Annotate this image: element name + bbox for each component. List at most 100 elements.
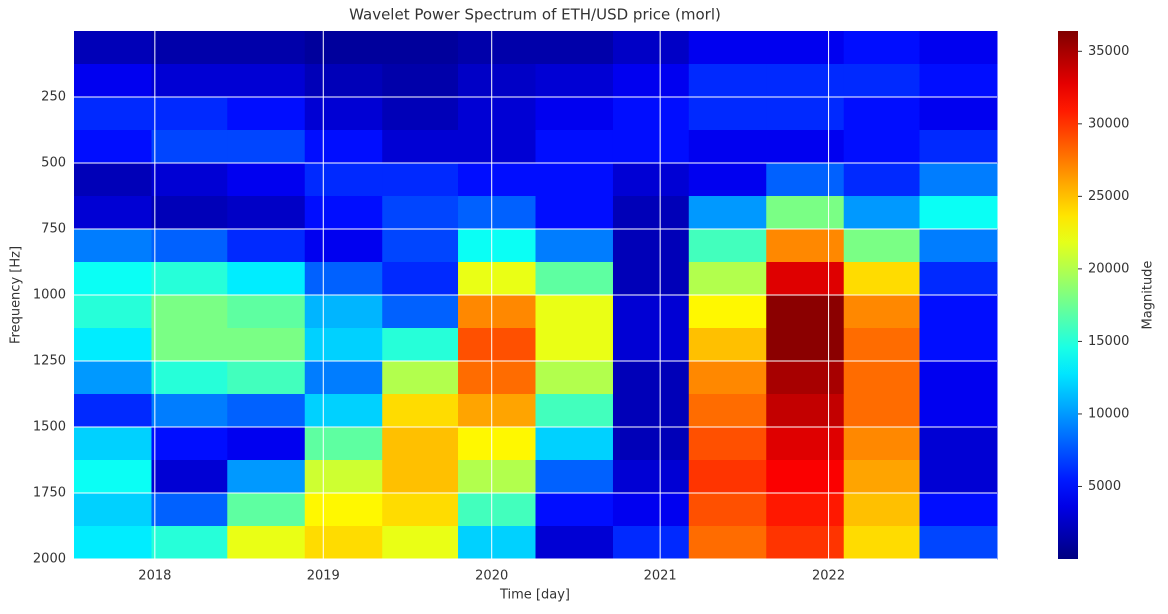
heatmap-cell <box>535 295 614 329</box>
heatmap-cell <box>382 163 459 197</box>
heatmap-cell <box>458 229 536 263</box>
heatmap-cell <box>151 196 228 230</box>
heatmap-cell <box>74 328 152 362</box>
heatmap-cell <box>151 328 228 362</box>
heatmap-cell <box>151 31 228 65</box>
heatmap-cell <box>919 130 998 164</box>
heatmap-cell <box>688 526 767 560</box>
heatmap-cell <box>74 262 152 296</box>
heatmap-cell <box>766 163 845 197</box>
heatmap-cell <box>458 196 536 230</box>
heatmap-cell <box>766 130 845 164</box>
chart-title: Wavelet Power Spectrum of ETH/USD price … <box>349 6 721 24</box>
heatmap-cell <box>535 64 614 98</box>
heatmap-cell <box>458 262 536 296</box>
heatmap-cell <box>919 262 998 296</box>
heatmap-cell <box>304 130 383 164</box>
heatmap-cell <box>382 31 459 65</box>
heatmap-cell <box>382 64 459 98</box>
heatmap-cell <box>382 97 459 131</box>
heatmap-cell <box>535 196 614 230</box>
heatmap-cell <box>766 97 845 131</box>
heatmap-cell <box>227 361 306 395</box>
y-tick-label: 1750 <box>33 486 66 501</box>
y-tick-label: 1250 <box>33 354 66 369</box>
heatmap-cell <box>227 427 306 461</box>
heatmap-cell <box>535 130 614 164</box>
heatmap-cell <box>766 427 845 461</box>
y-tick-label: 1500 <box>33 420 66 435</box>
heatmap-cell <box>227 64 306 98</box>
y-tick-label: 500 <box>41 156 66 171</box>
heatmap-cell <box>766 262 845 296</box>
heatmap-cell <box>766 493 845 527</box>
heatmap-cell <box>304 229 383 263</box>
heatmap-cell <box>304 427 383 461</box>
heatmap-cell <box>458 64 536 98</box>
heatmap-cell <box>227 196 306 230</box>
heatmap-cell <box>74 295 152 329</box>
heatmap-cell <box>766 64 845 98</box>
heatmap-cell <box>688 427 767 461</box>
heatmap-cell <box>535 97 614 131</box>
heatmap-cell <box>227 328 306 362</box>
y-tick-label: 250 <box>41 90 66 105</box>
heatmap-cell <box>688 460 767 494</box>
heatmap-cell <box>74 394 152 428</box>
heatmap-cell <box>227 163 306 197</box>
y-tick-label: 1000 <box>33 288 66 303</box>
heatmap-cell <box>688 196 767 230</box>
heatmap-cell <box>612 427 690 461</box>
heatmap-cell <box>304 262 383 296</box>
colorbar-tick-label: 15000 <box>1088 334 1129 349</box>
heatmap-cell <box>766 394 845 428</box>
heatmap-cell <box>304 163 383 197</box>
heatmap-cell <box>382 229 459 263</box>
heatmap-cell <box>843 196 921 230</box>
y-axis-label: Frequency [Hz] <box>9 246 24 344</box>
colorbar-tick-label: 30000 <box>1088 116 1129 131</box>
heatmap-cell <box>458 460 536 494</box>
heatmap-cell <box>382 526 459 560</box>
heatmap-cell <box>382 493 459 527</box>
heatmap-cell <box>151 97 228 131</box>
heatmap-cell <box>304 493 383 527</box>
heatmap-cell <box>766 328 845 362</box>
colorbar-label: Magnitude <box>1141 261 1156 330</box>
heatmap-cell <box>458 97 536 131</box>
heatmap-cell <box>843 97 921 131</box>
heatmap-cell <box>74 229 152 263</box>
heatmap-cell <box>688 262 767 296</box>
heatmap-cell <box>688 394 767 428</box>
heatmap-cell <box>74 196 152 230</box>
heatmap-cell <box>766 196 845 230</box>
heatmap-cell <box>74 163 152 197</box>
heatmap-cell <box>382 295 459 329</box>
heatmap-cell <box>535 31 614 65</box>
heatmap-cell <box>919 196 998 230</box>
heatmap-cell <box>535 163 614 197</box>
heatmap-cell <box>919 460 998 494</box>
heatmap-cell <box>304 64 383 98</box>
heatmap-cell <box>612 97 690 131</box>
heatmap-cell <box>151 526 228 560</box>
heatmap-cell <box>688 295 767 329</box>
heatmap-cell <box>766 361 845 395</box>
heatmap-cell <box>74 493 152 527</box>
heatmap-cell <box>688 31 767 65</box>
heatmap-cell <box>688 493 767 527</box>
heatmap-cell <box>688 64 767 98</box>
heatmap-cell <box>843 295 921 329</box>
heatmap-cell <box>612 361 690 395</box>
heatmap-cell <box>766 460 845 494</box>
heatmap-cell <box>612 295 690 329</box>
heatmap-cell <box>74 361 152 395</box>
heatmap-cell <box>612 460 690 494</box>
heatmap-cell <box>612 493 690 527</box>
heatmap-cell <box>612 262 690 296</box>
heatmap-cell <box>304 361 383 395</box>
heatmap-cell <box>74 130 152 164</box>
heatmap-cell <box>919 328 998 362</box>
heatmap-cell <box>227 394 306 428</box>
heatmap-cell <box>227 526 306 560</box>
